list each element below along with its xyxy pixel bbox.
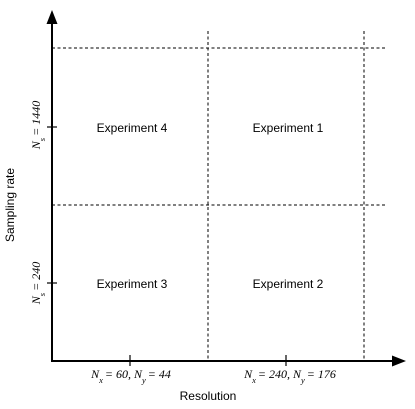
x-axis-title: Resolution: [180, 389, 237, 403]
y-axis-arrowhead: [46, 10, 58, 24]
x-axis-arrowhead: [392, 355, 406, 367]
cell-label-bottom-right: Experiment 2: [253, 277, 324, 291]
cell-label-top-left: Experiment 4: [97, 121, 168, 135]
x-tick-label-2: Nx = 240, Ny = 176: [243, 367, 336, 385]
y-tick-label-1: Ns= 240: [29, 262, 47, 305]
x-tick-label-1: Nx = 60, Ny = 44: [90, 367, 171, 385]
y-tick-label-2: Ns= 1440: [29, 101, 47, 150]
cell-label-bottom-left: Experiment 3: [97, 277, 168, 291]
cell-label-top-right: Experiment 1: [253, 121, 324, 135]
y-axis-title: Sampling rate: [3, 168, 17, 242]
